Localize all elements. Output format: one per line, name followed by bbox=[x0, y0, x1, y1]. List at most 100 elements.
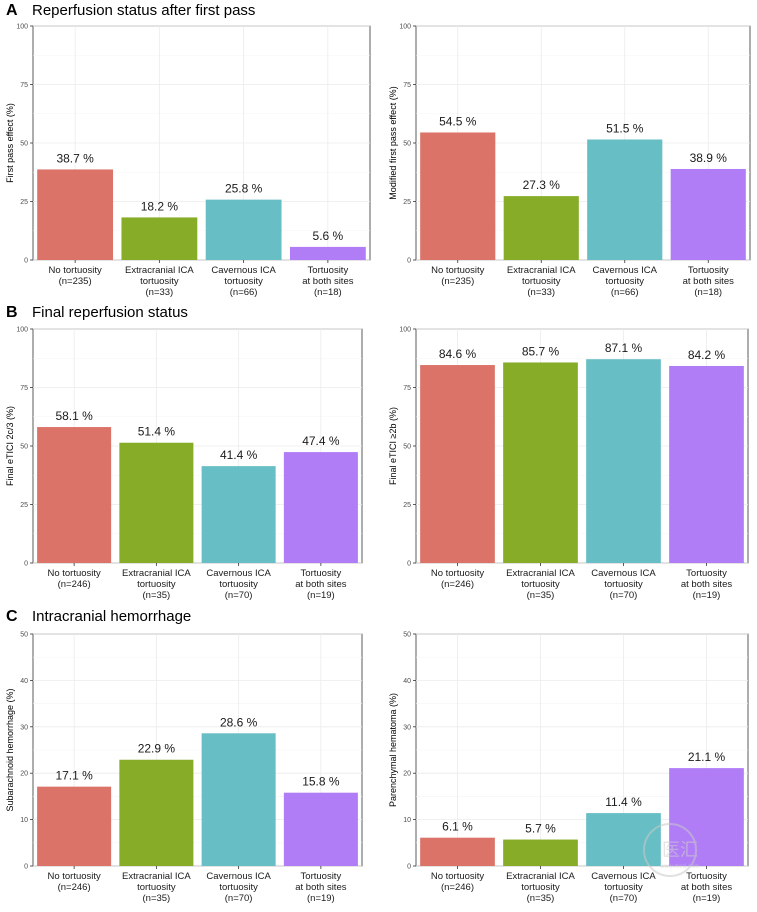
bar bbox=[420, 365, 495, 563]
data-label: 84.6 % bbox=[439, 347, 477, 361]
x-tick-label: tortuosity bbox=[604, 882, 643, 893]
x-tick-label: tortuosity bbox=[224, 276, 263, 287]
bar bbox=[586, 359, 661, 563]
x-tick-label: (n=35) bbox=[143, 893, 171, 904]
bar bbox=[119, 442, 194, 563]
x-tick-label: tortuosity bbox=[219, 579, 258, 590]
y-tick-label: 0 bbox=[407, 864, 411, 871]
y-tick-label: 10 bbox=[20, 817, 28, 824]
bar bbox=[37, 427, 112, 563]
x-tick-label: at both sites bbox=[295, 882, 346, 893]
y-tick-label: 30 bbox=[20, 724, 28, 731]
y-tick-label: 0 bbox=[24, 864, 28, 871]
y-axis-label: Modified first pass effect (%) bbox=[388, 86, 398, 199]
x-tick-label: Tortuosity bbox=[308, 265, 349, 276]
data-label: 58.1 % bbox=[55, 409, 93, 423]
y-tick-label: 25 bbox=[20, 199, 28, 206]
y-tick-label: 20 bbox=[403, 771, 411, 778]
bar bbox=[201, 466, 276, 563]
x-tick-label: tortuosity bbox=[605, 276, 644, 287]
y-tick-label: 50 bbox=[20, 632, 28, 639]
x-tick-label: Extracranial ICA bbox=[125, 265, 194, 276]
y-tick-label: 25 bbox=[20, 502, 28, 509]
x-tick-label: Tortuosity bbox=[686, 871, 727, 882]
bar bbox=[119, 759, 194, 866]
bar bbox=[587, 139, 663, 260]
x-tick-label: tortuosity bbox=[522, 276, 561, 287]
x-tick-label: at both sites bbox=[683, 276, 734, 287]
y-tick-label: 100 bbox=[399, 24, 411, 31]
y-tick-label: 0 bbox=[24, 561, 28, 568]
watermark-circle-icon bbox=[643, 823, 697, 877]
y-tick-label: 50 bbox=[403, 444, 411, 451]
bar bbox=[420, 837, 495, 866]
x-tick-label: tortuosity bbox=[137, 882, 176, 893]
watermark-subtext: www.med.com bbox=[659, 864, 699, 870]
y-tick-label: 0 bbox=[24, 258, 28, 265]
bar bbox=[283, 452, 358, 563]
x-tick-label: tortuosity bbox=[521, 882, 560, 893]
data-label: 38.7 % bbox=[56, 151, 94, 165]
data-label: 54.5 % bbox=[439, 114, 477, 128]
y-tick-label: 40 bbox=[403, 678, 411, 685]
chart-panel: 0 25 50 75 100 Final eTICI ≥2b (%) 84.6 % No to… bbox=[388, 327, 749, 601]
x-tick-label: (n=19) bbox=[307, 893, 335, 904]
data-label: 17.1 % bbox=[55, 769, 93, 783]
x-tick-label: (n=66) bbox=[611, 287, 639, 298]
x-tick-label: (n=33) bbox=[146, 287, 174, 298]
chart-panel: 0 25 50 75 100 Modified first pass effect (%)… bbox=[388, 24, 751, 298]
y-tick-label: 75 bbox=[403, 82, 411, 89]
y-tick-label: 0 bbox=[407, 561, 411, 568]
y-tick-label: 100 bbox=[399, 327, 411, 334]
bar bbox=[503, 362, 578, 563]
chart-panel: 0 10 20 30 40 50 Subarachnoid hemorrhage (%) 17… bbox=[5, 632, 363, 904]
y-tick-label: 75 bbox=[20, 385, 28, 392]
watermark-text: 医汇 bbox=[662, 840, 698, 860]
data-label: 51.4 % bbox=[138, 425, 176, 439]
chart-panel: 0 25 50 75 100 First pass effect (%) 38.7 % No … bbox=[5, 24, 371, 298]
x-tick-label: (n=235) bbox=[59, 276, 92, 287]
x-tick-label: tortuosity bbox=[140, 276, 179, 287]
x-tick-label: No tortuosity bbox=[48, 265, 102, 276]
x-tick-label: Tortuosity bbox=[688, 265, 729, 276]
x-tick-label: (n=235) bbox=[441, 276, 474, 287]
bar bbox=[503, 196, 579, 260]
x-tick-label: Extracranial ICA bbox=[507, 265, 576, 276]
x-tick-label: Cavernous ICA bbox=[206, 871, 271, 882]
bar bbox=[37, 169, 114, 260]
x-tick-label: Extracranial ICA bbox=[122, 568, 191, 579]
y-tick-label: 20 bbox=[20, 771, 28, 778]
y-tick-label: 50 bbox=[20, 141, 28, 148]
data-label: 51.5 % bbox=[606, 121, 644, 135]
section-title: Intracranial hemorrhage bbox=[32, 608, 192, 625]
x-tick-label: Tortuosity bbox=[686, 568, 727, 579]
x-tick-label: (n=33) bbox=[527, 287, 555, 298]
section-header-a: A Reperfusion status after first pass bbox=[0, 2, 255, 20]
y-tick-label: 40 bbox=[20, 678, 28, 685]
x-tick-label: Cavernous ICA bbox=[591, 871, 656, 882]
y-axis-label: Subarachnoid hemorrhage (%) bbox=[5, 688, 15, 811]
data-label: 6.1 % bbox=[442, 820, 473, 834]
x-tick-label: (n=66) bbox=[230, 287, 258, 298]
x-tick-label: (n=246) bbox=[441, 579, 474, 590]
y-tick-label: 50 bbox=[403, 632, 411, 639]
x-tick-label: (n=246) bbox=[441, 882, 474, 893]
bar bbox=[503, 839, 578, 866]
x-tick-label: Extracranial ICA bbox=[506, 568, 575, 579]
data-label: 11.4 % bbox=[605, 795, 642, 809]
x-tick-label: Tortuosity bbox=[301, 871, 342, 882]
x-tick-label: (n=19) bbox=[307, 590, 335, 601]
bar bbox=[669, 365, 744, 563]
x-tick-label: tortuosity bbox=[137, 579, 176, 590]
x-tick-label: Extracranial ICA bbox=[122, 871, 191, 882]
section-letter: B bbox=[6, 304, 18, 321]
data-label: 28.6 % bbox=[220, 715, 258, 729]
x-tick-label: tortuosity bbox=[219, 882, 258, 893]
data-label: 21.1 % bbox=[688, 750, 726, 764]
data-label: 85.7 % bbox=[522, 344, 560, 358]
x-tick-label: No tortuosity bbox=[47, 568, 101, 579]
x-tick-label: No tortuosity bbox=[431, 568, 485, 579]
x-tick-label: Cavernous ICA bbox=[591, 568, 656, 579]
x-tick-label: (n=18) bbox=[314, 287, 342, 298]
bar bbox=[205, 199, 282, 260]
